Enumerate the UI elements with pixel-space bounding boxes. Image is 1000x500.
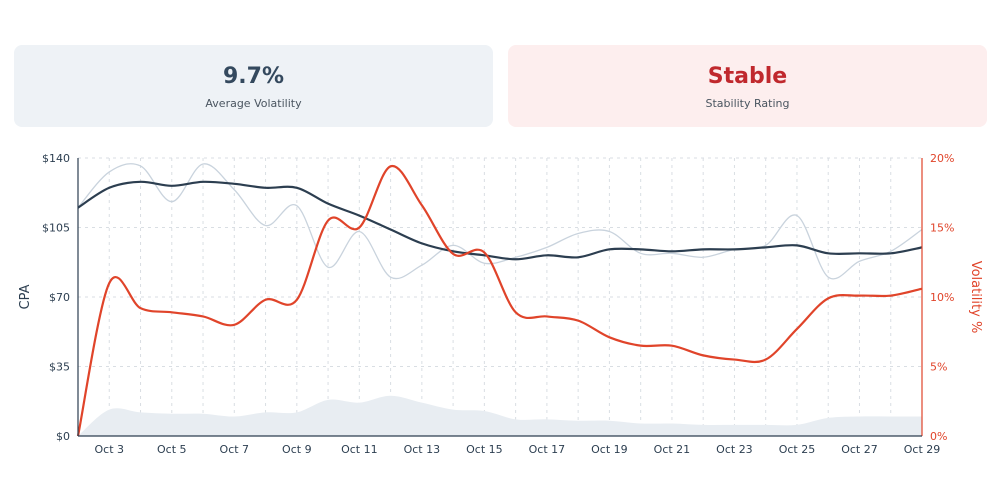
right-axis-tick-label: 5% (930, 361, 947, 374)
stability-rating-card: Stable Stability Rating (508, 45, 987, 127)
average-volatility-card: 9.7% Average Volatility (14, 45, 493, 127)
right-axis-title: Volatility % (968, 261, 983, 334)
x-axis-tick-label: Oct 29 (904, 443, 941, 456)
stability-rating-label: Stability Rating (705, 97, 790, 110)
right-axis-tick-label: 15% (930, 222, 954, 235)
x-axis-tick-label: Oct 23 (716, 443, 753, 456)
left-axis-tick-label: $140 (42, 152, 70, 165)
cpa-smoothed-line (77, 180, 923, 261)
x-axis-tick-label: Oct 9 (282, 443, 312, 456)
left-axis-tick-label: $0 (56, 430, 70, 443)
x-axis-tick-label: Oct 25 (779, 443, 816, 456)
volatility-band-area (78, 395, 922, 436)
left-axis-tick-label: $105 (42, 222, 70, 235)
stability-rating-value: Stable (707, 64, 788, 89)
cpa-raw-line (77, 163, 923, 280)
x-axis-tick-label: Oct 13 (404, 443, 441, 456)
x-axis-tick-label: Oct 19 (591, 443, 628, 456)
x-axis-tick-label: Oct 15 (466, 443, 503, 456)
left-axis-title: CPA (18, 284, 33, 309)
average-volatility-value: 9.7% (222, 64, 284, 89)
x-axis-tick-label: Oct 11 (341, 443, 378, 456)
x-axis-tick-label: Oct 27 (841, 443, 878, 456)
x-axis-tick-label: Oct 5 (157, 443, 187, 456)
x-axis-tick-label: Oct 21 (654, 443, 691, 456)
x-axis-tick-label: Oct 17 (529, 443, 566, 456)
x-axis-tick-label: Oct 7 (220, 443, 250, 456)
left-axis-tick-label: $70 (49, 291, 70, 304)
left-axis-tick-label: $35 (49, 361, 70, 374)
volatility-line (76, 165, 923, 437)
right-axis-tick-label: 20% (930, 152, 954, 165)
right-axis-tick-label: 10% (930, 291, 954, 304)
right-axis-tick-label: 0% (930, 430, 947, 443)
average-volatility-label: Average Volatility (205, 97, 302, 110)
x-axis-tick-label: Oct 3 (95, 443, 125, 456)
